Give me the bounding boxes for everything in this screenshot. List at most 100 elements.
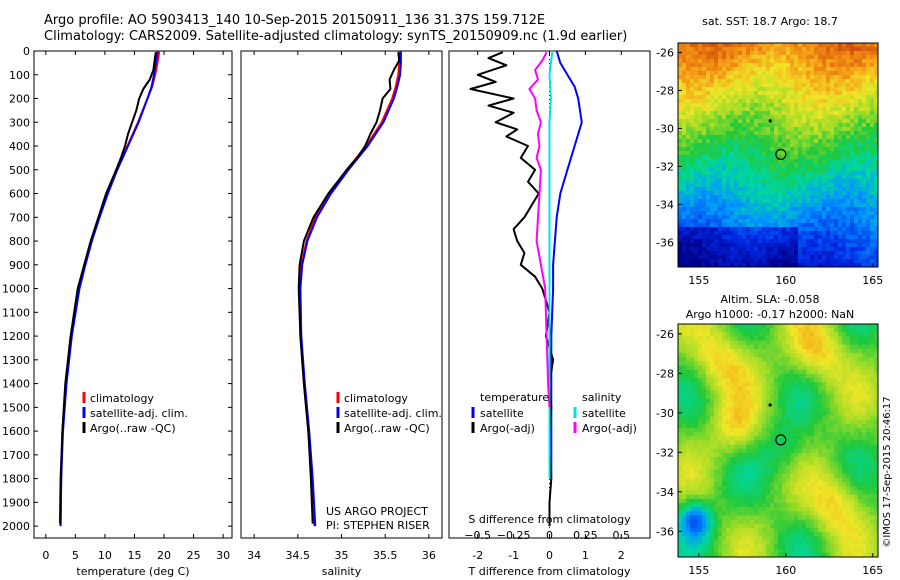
map-cell [854, 191, 859, 196]
map-cell [798, 419, 803, 425]
map-cell [838, 51, 843, 56]
map-cell [766, 99, 771, 104]
map-cell [778, 187, 783, 192]
map-cell [846, 398, 851, 404]
map-cell [754, 59, 759, 64]
map-cell [862, 332, 867, 338]
map-cell [710, 199, 715, 204]
map-cell [810, 119, 815, 124]
map-cell [866, 382, 871, 388]
map-cell [806, 171, 811, 176]
map-cell [738, 251, 743, 256]
map-cell [702, 207, 707, 212]
map-cell [834, 199, 839, 204]
map-cell [754, 163, 759, 168]
map-cell [774, 191, 779, 196]
map-cell [686, 382, 691, 388]
map-cell [698, 477, 703, 483]
map-cell [750, 83, 755, 88]
map-cell [794, 175, 799, 180]
map-cell [862, 115, 867, 120]
map-cell [730, 263, 735, 267]
map-cell [778, 386, 783, 392]
map-cell [762, 207, 767, 212]
map-cell [846, 382, 851, 388]
map-cell [682, 103, 687, 108]
map-cell [766, 147, 771, 152]
map-cell [734, 103, 739, 108]
map-cell [694, 419, 699, 425]
map-cell [830, 207, 835, 212]
map-cell [730, 163, 735, 168]
map-cell [686, 195, 691, 200]
map-cell [850, 432, 855, 437]
map-cell [786, 59, 791, 64]
map-cell [758, 247, 763, 252]
map-cell [814, 344, 819, 350]
map-cell [802, 373, 807, 379]
map-cell [846, 415, 851, 421]
map-cell [706, 107, 711, 112]
map-cell [702, 159, 707, 164]
map-cell [826, 215, 831, 220]
map-cell [870, 394, 875, 400]
map-cell [802, 219, 807, 224]
map-cell [722, 357, 727, 363]
map-cell [774, 378, 779, 383]
map-cell [726, 207, 731, 212]
map-cell [770, 386, 775, 392]
map-cell [750, 369, 755, 375]
map-cell [762, 436, 767, 442]
map-cell [838, 43, 843, 48]
map-cell [706, 231, 711, 236]
map-cell [870, 79, 875, 84]
map-cell [782, 247, 787, 252]
map-cell [782, 223, 787, 228]
map-cell [770, 407, 775, 412]
map-cell [746, 328, 751, 333]
map-cell [742, 151, 747, 156]
map-cell [854, 167, 859, 172]
map-cell [726, 151, 731, 156]
map-cell [830, 179, 835, 184]
map-cell [874, 340, 878, 346]
map-cell [722, 211, 727, 216]
y-tick-label: 300 [9, 116, 30, 129]
map-cell [682, 71, 687, 76]
map-cell [690, 423, 695, 429]
map-cell [706, 482, 711, 487]
map-cell [874, 251, 878, 256]
map-cell [694, 123, 699, 128]
map-cell [742, 219, 747, 224]
map-cell [838, 373, 843, 379]
map-cell [738, 167, 743, 172]
map-cell [866, 211, 871, 216]
map-cell [790, 465, 795, 471]
map-cell [702, 440, 707, 446]
map-cell [686, 47, 691, 52]
map-cell [694, 223, 699, 228]
map-cell [714, 378, 719, 383]
map-cell [694, 71, 699, 76]
map-cell [774, 453, 779, 458]
map-cell [826, 51, 831, 56]
map-cell [846, 369, 851, 375]
map-cell [838, 477, 843, 483]
map-cell [686, 477, 691, 483]
map-cell [866, 415, 871, 421]
map-cell [866, 231, 871, 236]
map-cell [790, 183, 795, 188]
map-cell [702, 215, 707, 220]
map-cell [678, 83, 683, 88]
map-cell [810, 227, 815, 232]
map-cell [682, 361, 687, 367]
map-cell [682, 159, 687, 164]
map-cell [794, 59, 799, 64]
map-cell [842, 139, 847, 144]
map-cell [758, 382, 763, 388]
map-cell [782, 398, 787, 404]
map-cell [750, 191, 755, 196]
map-cell [694, 147, 699, 152]
map-cell [838, 349, 843, 354]
map-cell [782, 71, 787, 76]
